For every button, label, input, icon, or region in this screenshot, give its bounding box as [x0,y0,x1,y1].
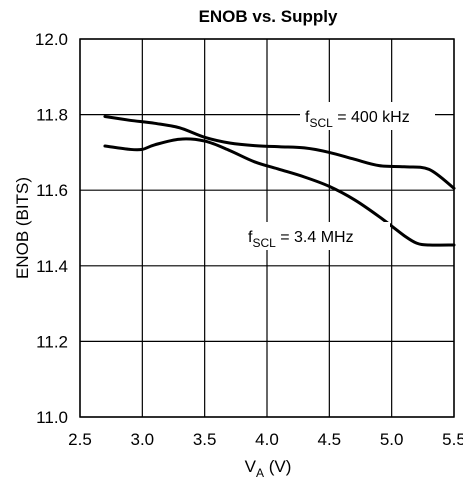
x-tick-label: 4.5 [318,430,342,449]
y-axis-label: ENOB (BITS) [13,177,32,279]
x-tick-label: 5.5 [442,430,463,449]
series-line-1 [103,137,456,247]
series-label-0: fSCL = 400 kHz [305,109,410,130]
plot-frame [79,38,455,418]
chart-title: ENOB vs. Supply [199,7,338,26]
y-tick-label: 11.8 [36,106,68,125]
y-tick-label: 11.6 [36,181,68,200]
series-line-0 [103,115,456,190]
x-axis-label-sub: A [256,466,264,480]
x-tick-label: 4.0 [255,430,279,449]
x-axis-label-main: V [245,457,257,476]
series-lines [103,115,456,247]
x-axis-label-tail: (V) [264,457,291,476]
y-tick-label: 12.0 [35,30,68,49]
series-label-1: fSCL = 3.4 MHz [248,229,354,250]
annotation-background [243,222,390,250]
x-axis-label: VA (V) [245,457,292,480]
x-tick-label: 3.0 [131,430,155,449]
y-tick-label: 11.4 [36,257,68,276]
annotations: fSCL = 400 kHz fSCL = 3.4 MHz [243,102,435,250]
x-tick-label: 3.5 [193,430,217,449]
x-tick-label: 5.0 [380,430,404,449]
tick-labels: 2.5 3.0 3.5 4.0 4.5 5.0 5.5 11.0 11.2 11.4 11.6 11.… [35,30,463,449]
annotation-background [300,102,435,130]
y-tick-label: 11.2 [36,332,68,351]
x-tick-label: 2.5 [68,430,92,449]
y-tick-label: 11.0 [36,408,68,427]
